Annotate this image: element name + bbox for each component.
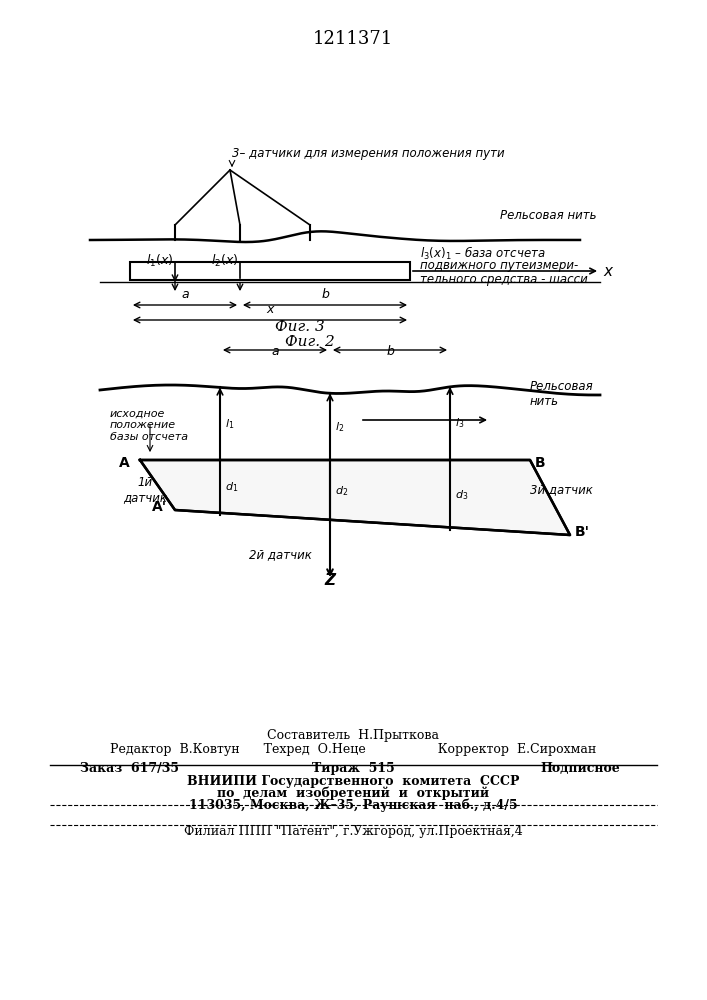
Text: 1211371: 1211371: [313, 30, 393, 48]
Text: подвижного путеизмери-: подвижного путеизмери-: [420, 259, 578, 272]
Text: B': B': [575, 525, 590, 539]
Text: 1й
датчик: 1й датчик: [123, 476, 167, 504]
Text: Фиг. 3: Фиг. 3: [275, 320, 325, 334]
Text: 3– датчики для измерения положения пути: 3– датчики для измерения положения пути: [232, 147, 505, 160]
Text: ВНИИПИ Государственного  комитета  СССР: ВНИИПИ Государственного комитета СССР: [187, 775, 519, 788]
Text: x: x: [603, 263, 612, 278]
Text: b: b: [386, 345, 394, 358]
Text: $l_3$: $l_3$: [455, 417, 464, 430]
Text: a: a: [271, 345, 279, 358]
Text: b: b: [321, 288, 329, 301]
Text: Филиал ППП "Патент", г.Ужгород, ул.Проектная,4: Филиал ППП "Патент", г.Ужгород, ул.Проек…: [184, 825, 522, 838]
Text: по  делам  изобретений  и  открытий: по делам изобретений и открытий: [217, 786, 489, 800]
Text: Тираж  515: Тираж 515: [312, 762, 395, 775]
Text: $l_3(x)_1$ – база отсчета: $l_3(x)_1$ – база отсчета: [420, 244, 546, 262]
Text: $l_1(x)$: $l_1(x)$: [146, 253, 173, 269]
Text: $d_3$: $d_3$: [455, 488, 468, 502]
Text: Подписное: Подписное: [540, 762, 620, 775]
Text: Составитель  Н.Прыткова: Составитель Н.Прыткова: [267, 729, 439, 742]
Text: x: x: [267, 303, 274, 316]
Text: a: a: [181, 288, 189, 301]
Text: 3й датчик: 3й датчик: [530, 484, 593, 496]
Text: Рельсовая
нить: Рельсовая нить: [530, 380, 594, 408]
Text: $d_1$: $d_1$: [225, 481, 238, 494]
Text: B: B: [535, 456, 546, 470]
Text: исходное
положение
базы отсчета: исходное положение базы отсчета: [110, 408, 188, 442]
Text: тельного средства - шасси: тельного средства - шасси: [420, 272, 588, 286]
Polygon shape: [140, 460, 570, 535]
Text: A': A': [152, 500, 167, 514]
Text: $l_1$: $l_1$: [225, 417, 234, 431]
Text: Z: Z: [325, 573, 336, 588]
Text: Заказ  617/35: Заказ 617/35: [80, 762, 179, 775]
Text: 2й датчик: 2й датчик: [249, 548, 312, 562]
Text: $d_2$: $d_2$: [335, 484, 349, 498]
Text: Рельсовая нить: Рельсовая нить: [500, 209, 597, 222]
Text: Фиг. 2: Фиг. 2: [285, 335, 335, 349]
Text: $l_2$: $l_2$: [335, 420, 344, 434]
Text: A: A: [119, 456, 130, 470]
Text: Редактор  В.Ковтун      Техред  О.Неце                  Корректор  Е.Сирохман: Редактор В.Ковтун Техред О.Неце Корректо…: [110, 743, 596, 756]
Text: 113035, Москва, Ж–35, Раушская  наб., д.4/5: 113035, Москва, Ж–35, Раушская наб., д.4…: [189, 798, 518, 812]
Text: $l_2(x)$: $l_2(x)$: [211, 253, 238, 269]
Bar: [130, 262, 410, 280]
